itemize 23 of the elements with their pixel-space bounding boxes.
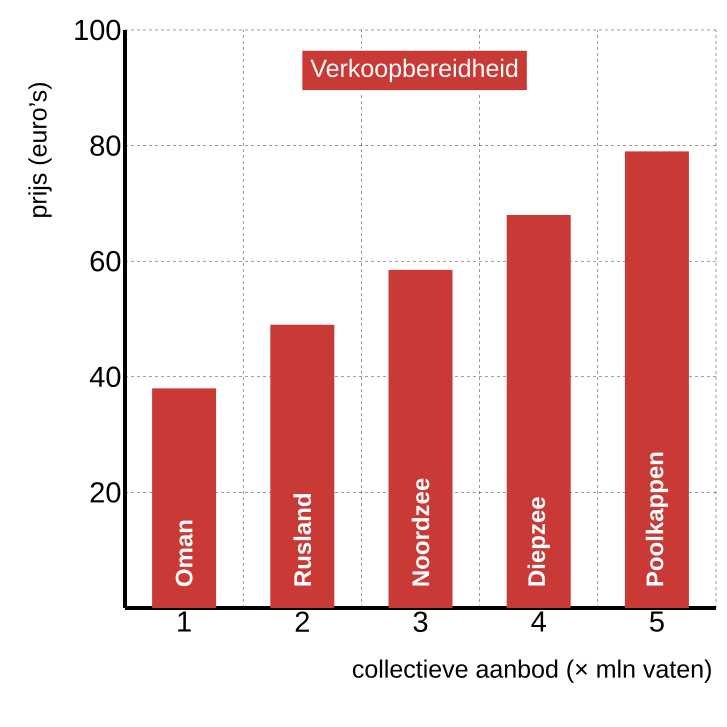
x-tick-label: 3 — [414, 612, 428, 632]
bar — [270, 324, 334, 608]
annotation: Rusland — [293, 494, 312, 586]
y-tick-label: 100 — [75, 20, 120, 40]
y-tick-label: 20 — [90, 482, 120, 503]
x-tick-label: 4 — [531, 612, 546, 632]
x-tick-label: 1 — [178, 612, 191, 632]
bar — [388, 270, 453, 608]
bar — [506, 214, 571, 608]
annotation: Oman — [176, 520, 193, 586]
x-axis-title: collectieve aanbod (× mln vaten) — [352, 660, 711, 683]
y-tick-label: 60 — [90, 250, 120, 272]
annotation: Poolkappen — [646, 452, 668, 586]
text: Verkoopbereidheid — [310, 58, 518, 82]
y-tick-label: 80 — [90, 135, 120, 156]
bar — [152, 388, 216, 608]
x-tick-label: 5 — [650, 612, 664, 632]
annotation: Diepzee — [528, 497, 550, 586]
y-axis-title: prijs (euro’s) — [28, 83, 52, 217]
y-tick-label: 40 — [90, 366, 120, 388]
x-tick-label: 2 — [296, 612, 309, 632]
bar — [624, 151, 689, 608]
annotation: Noordzee — [412, 478, 430, 586]
